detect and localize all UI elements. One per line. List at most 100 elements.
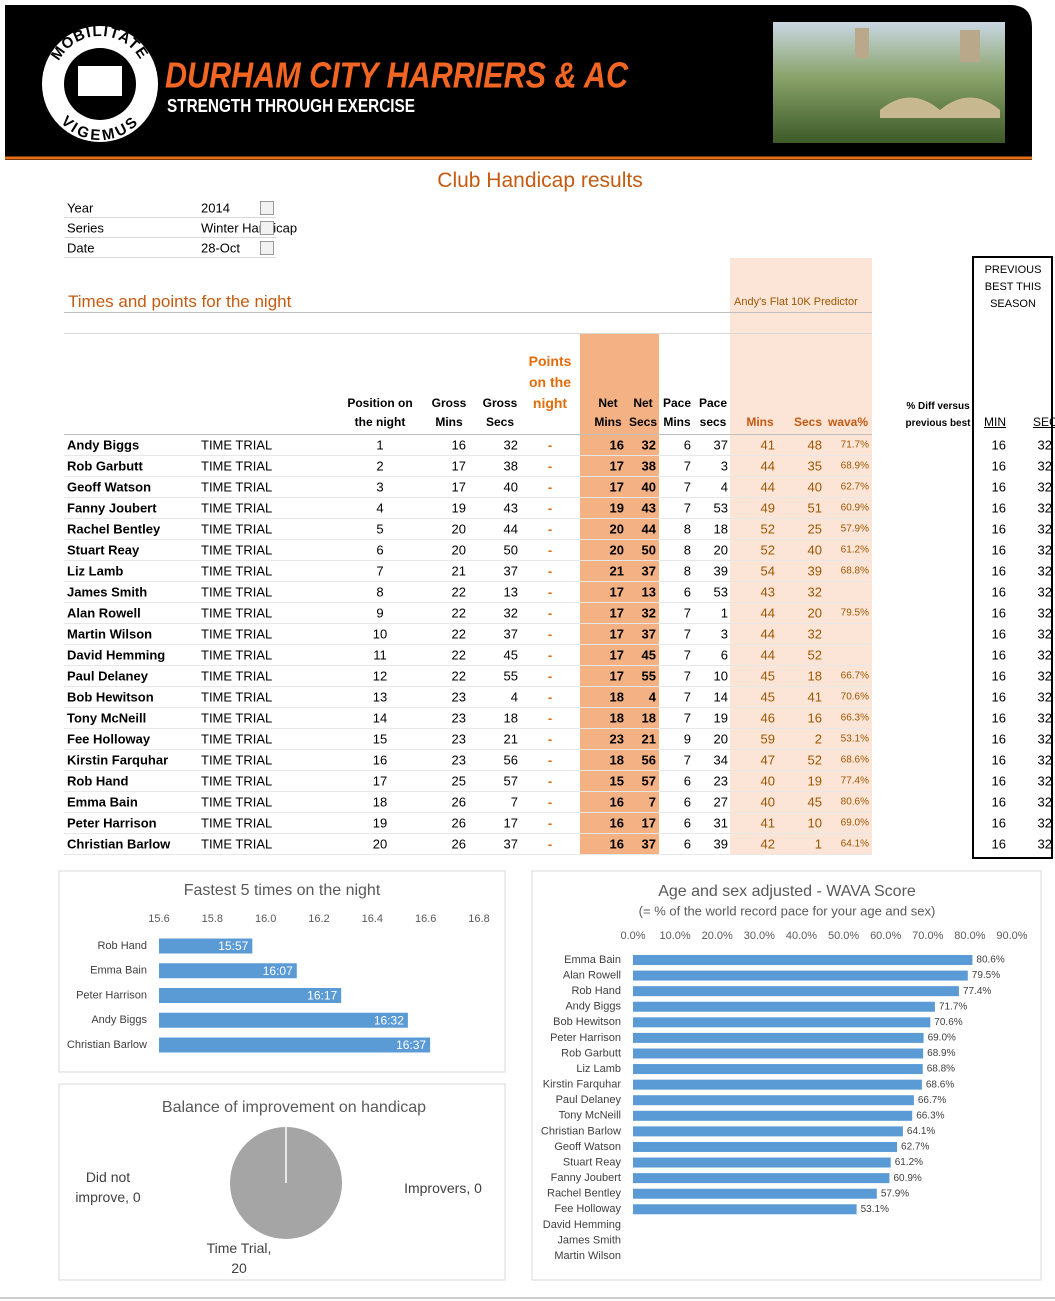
table-cell: 32 xyxy=(1037,605,1052,621)
table-cell: 45 xyxy=(641,647,656,663)
x-tick-label: 30.0% xyxy=(744,930,775,942)
table-cell: 32 xyxy=(641,437,656,453)
table-cell: 43 xyxy=(641,500,656,516)
table-cell: 52 xyxy=(807,752,822,768)
table-cell: 7 xyxy=(648,794,656,810)
table-cell: 44 xyxy=(760,458,775,474)
table-cell: 18 xyxy=(641,710,656,726)
table-cell: TIME TRIAL xyxy=(201,479,273,495)
value-label: 16:37 xyxy=(396,1038,426,1052)
table-cell: 16 xyxy=(807,710,822,726)
table-cell: 59 xyxy=(760,731,775,747)
table-cell: 9 xyxy=(376,605,384,621)
table-cell: 16 xyxy=(991,647,1006,663)
table-cell: 18 xyxy=(372,794,388,810)
bar xyxy=(633,986,959,997)
table-cell: - xyxy=(547,689,553,705)
table-cell: 64.1% xyxy=(840,838,869,850)
table-cell: 34 xyxy=(713,752,728,768)
pie-label: Improvers, 0 xyxy=(404,1180,482,1196)
table-cell: 14 xyxy=(713,689,728,705)
table-cell: 18 xyxy=(807,668,822,684)
table-cell: 16 xyxy=(991,773,1006,789)
column-header: Points on the night xyxy=(528,353,572,411)
club-tagline: STRENGTH THROUGH EXERCISE xyxy=(167,96,415,116)
row-rule xyxy=(64,602,872,603)
category-label: Emma Bain xyxy=(90,965,147,977)
filter-label: Date xyxy=(67,240,95,256)
chart-frame xyxy=(531,870,1042,1281)
table-cell: 1 xyxy=(720,605,728,621)
table-cell: 44 xyxy=(760,647,775,663)
table-cell: 22 xyxy=(451,605,466,621)
row-rule xyxy=(64,644,872,645)
table-cell: TIME TRIAL xyxy=(201,626,273,642)
value-label: 61.2% xyxy=(895,1157,923,1168)
table-cell: 21 xyxy=(451,563,466,579)
row-rule xyxy=(64,812,872,813)
table-cell: 16 xyxy=(991,458,1006,474)
table-cell: 8 xyxy=(683,521,691,537)
x-tick-label: 90.0% xyxy=(996,930,1027,942)
table-cell: 15 xyxy=(372,731,388,747)
table-cell: - xyxy=(547,458,553,474)
category-label: Bob Hewitson xyxy=(553,1016,621,1028)
pie-label: Time Trial, 20 xyxy=(206,1240,272,1276)
table-cell: 40 xyxy=(503,479,518,495)
table-cell: 19 xyxy=(713,710,728,726)
table-cell: - xyxy=(547,647,553,663)
value-label: 60.9% xyxy=(893,1173,921,1184)
filter-value: 2014 xyxy=(201,200,230,216)
table-cell: - xyxy=(547,731,553,747)
table-cell: 7 xyxy=(683,689,691,705)
table-cell: 40 xyxy=(760,773,775,789)
table-cell: 17 xyxy=(503,815,518,831)
table-cell: 4 xyxy=(720,479,728,495)
filter-button xyxy=(260,241,274,255)
table-cell: 4 xyxy=(648,689,656,705)
table-cell: 7 xyxy=(376,563,384,579)
table-cell: TIME TRIAL xyxy=(201,605,273,621)
row-rule xyxy=(64,539,872,540)
table-cell: 40 xyxy=(807,479,822,495)
table-cell: James Smith xyxy=(67,584,148,600)
table-cell: 16 xyxy=(991,836,1006,852)
row-rule xyxy=(64,749,872,750)
table-cell: 71.7% xyxy=(840,439,869,451)
column-header: Position on the night xyxy=(347,396,413,429)
table-cell: - xyxy=(547,542,553,558)
table-cell: 77.4% xyxy=(840,775,869,787)
table-cell: 37 xyxy=(503,836,518,852)
bar xyxy=(159,1012,408,1028)
table-cell: 23 xyxy=(451,731,466,747)
table-cell: 32 xyxy=(807,584,822,600)
table-cell: 26 xyxy=(451,836,466,852)
table-cell: 19 xyxy=(807,773,822,789)
table-cell: TIME TRIAL xyxy=(201,689,273,705)
chart-title: Age and sex adjusted - WAVA Score xyxy=(658,883,916,900)
table-cell: 10 xyxy=(807,815,822,831)
table-cell: 45 xyxy=(807,794,822,810)
table-cell: 16 xyxy=(609,836,624,852)
table-cell: 9 xyxy=(683,731,691,747)
predictor-title: Andy's Flat 10K Predictor xyxy=(734,296,858,308)
category-label: Christian Barlow xyxy=(541,1125,621,1137)
x-tick-label: 60.0% xyxy=(870,930,901,942)
table-cell: 6 xyxy=(683,815,691,831)
table-cell: 32 xyxy=(807,626,822,642)
table-cell: 3 xyxy=(720,626,728,642)
bar xyxy=(633,1079,922,1090)
column-header: Secs xyxy=(793,415,823,429)
table-cell: Fee Holloway xyxy=(67,731,151,747)
table-cell: 16 xyxy=(991,731,1006,747)
table-cell: 12 xyxy=(372,668,388,684)
table-cell: 17 xyxy=(609,584,624,600)
category-label: Andy Biggs xyxy=(91,1014,147,1026)
table-cell: 55 xyxy=(641,668,656,684)
row-rule xyxy=(64,518,872,519)
table-cell: - xyxy=(547,584,553,600)
table-cell: 7 xyxy=(683,647,691,663)
table-cell: 41 xyxy=(760,437,775,453)
x-tick-label: 0.0% xyxy=(620,930,645,942)
